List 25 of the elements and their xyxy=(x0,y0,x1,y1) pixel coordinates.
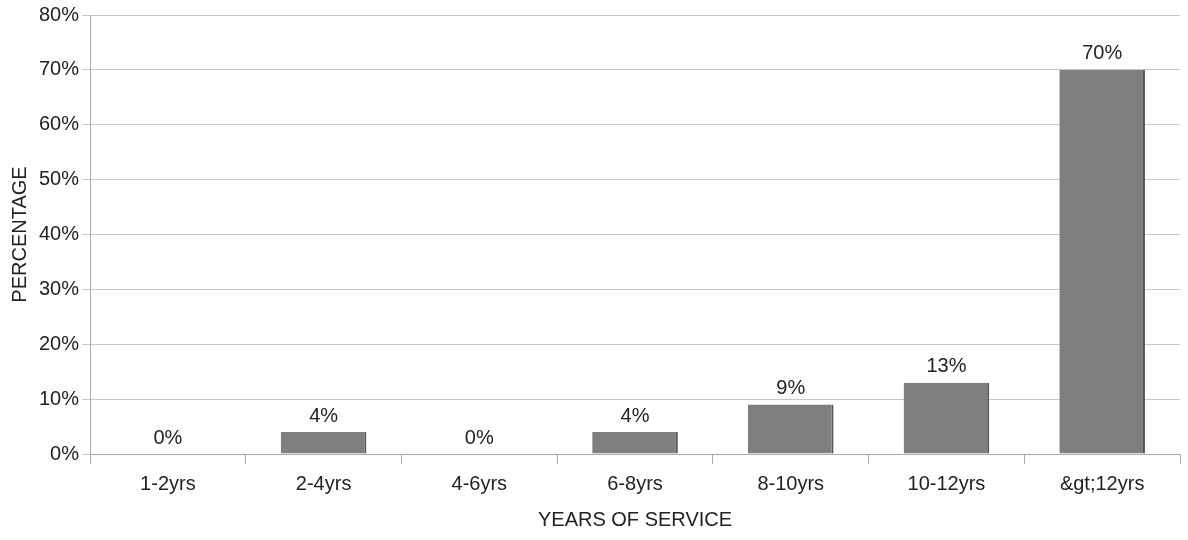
x-tick-label: &gt;12yrs xyxy=(1059,471,1145,494)
x-tick-label: 6-8yrs xyxy=(607,471,663,494)
data-label: 9% xyxy=(776,376,806,399)
data-label: 13% xyxy=(926,354,967,377)
y-tick-label: 10% xyxy=(39,386,80,409)
y-tick-label: 50% xyxy=(39,167,80,190)
y-tick-label: 30% xyxy=(39,276,80,299)
x-tick-label: 1-2yrs xyxy=(140,471,196,494)
x-tick-label: 4-6yrs xyxy=(451,471,508,494)
y-tick-label: 40% xyxy=(39,222,80,245)
data-label: 4% xyxy=(620,403,650,426)
data-label: 0% xyxy=(464,425,494,448)
data-label: 4% xyxy=(309,403,339,426)
x-tick-label: 8-10yrs xyxy=(757,471,825,494)
y-tick-label: 20% xyxy=(39,331,80,354)
x-tick-label: 10-12yrs xyxy=(907,471,986,494)
data-label: 70% xyxy=(1082,41,1123,64)
y-tick-label: 80% xyxy=(39,2,80,25)
x-tick-label: 2-4yrs xyxy=(295,471,352,494)
y-tick-label: 70% xyxy=(39,57,80,80)
y-axis-title: PERCENTAGE xyxy=(7,166,30,303)
y-tick-label: 60% xyxy=(39,112,80,135)
y-tick-label: 0% xyxy=(50,441,80,464)
data-label: 0% xyxy=(153,425,183,448)
x-axis-title: YEARS OF SERVICE xyxy=(537,507,733,530)
